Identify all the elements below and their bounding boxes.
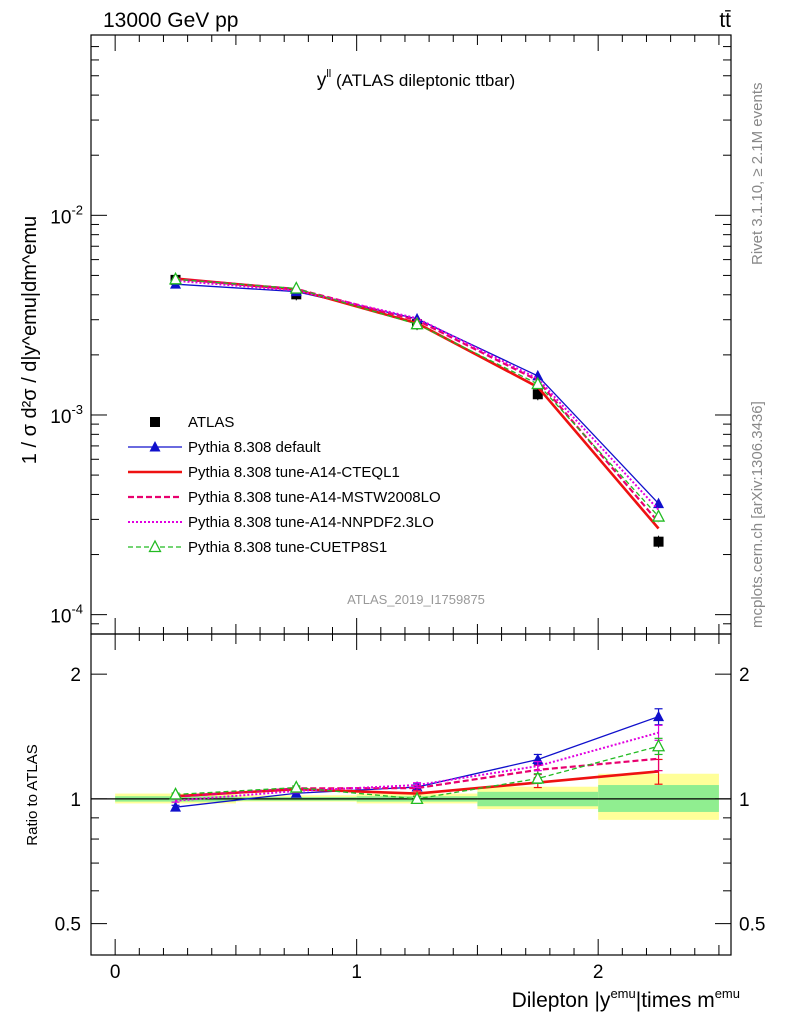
ratio-panel: 2 2 1 1 0.5 0.5 0 1 2 <box>55 633 765 983</box>
ratio-series-point <box>168 787 183 800</box>
rivet-version-note: Rivet 3.1.10, ≥ 2.1M events <box>749 83 766 266</box>
ratio-y-tick-label: 0.5 <box>55 915 81 936</box>
ratio-series-point <box>410 791 424 805</box>
legend-label: Pythia 8.308 tune-A14-NNPDF2.3LO <box>188 514 434 531</box>
legend: ATLAS Pythia 8.308 default Pythia 8.308 tu… <box>128 414 441 556</box>
x-tick-label: 2 <box>593 962 604 983</box>
xlabel-part-2: |times m <box>636 989 715 1012</box>
ratio-y-tick-label: 2 <box>70 665 81 686</box>
ratio-series-point <box>170 801 182 812</box>
mcplots-site-note: mcplots.cern.ch [arXiv:1306.3436] <box>749 401 766 628</box>
legend-marker <box>149 441 161 452</box>
tick-exponent: -4 <box>71 602 83 617</box>
ratio-series-point <box>531 771 545 784</box>
tick-base: 10 <box>50 407 71 428</box>
xlabel-sup-1: emu <box>610 986 635 1001</box>
xlabel-part-1: Dilepton |y <box>512 989 611 1012</box>
main-y-tick-label: 10-2 <box>50 202 83 228</box>
title-sup: ll <box>326 68 331 80</box>
tick-exponent: -3 <box>71 402 83 417</box>
xlabel-sup-2: emu <box>715 986 740 1001</box>
legend-marker <box>150 417 160 427</box>
x-tick-label: 1 <box>351 962 362 983</box>
series-point <box>651 509 666 522</box>
main-y-axis-label: 1 / σ d²σ / d|y^emu|dm^emu <box>19 216 41 464</box>
series-point <box>289 281 303 294</box>
annotations: 13000 GeV pp tt̄ Rivet 3.1.10, ≥ 2.1M ev… <box>19 9 766 1012</box>
ratio-y-axis-label: Ratio to ATLAS <box>24 744 41 845</box>
ratio-series-line <box>175 731 659 802</box>
main-y-tick-label: 10-4 <box>50 602 83 628</box>
ratio-y-tick-label-right: 1 <box>739 790 750 811</box>
plot-title: yll (ATLAS dileptonic ttbar) <box>317 68 515 91</box>
process-label: 13000 GeV pp <box>103 9 238 32</box>
tick-base: 10 <box>50 607 71 628</box>
tick-exponent: -2 <box>71 202 83 217</box>
title-rest: (ATLAS dileptonic ttbar) <box>331 71 515 90</box>
legend-label: Pythia 8.308 tune-A14-CTEQL1 <box>188 464 400 481</box>
final-state-label: tt̄ <box>719 9 731 32</box>
series-point <box>531 376 545 390</box>
ratio-frame <box>90 633 732 956</box>
legend-label: Pythia 8.308 default <box>188 439 321 456</box>
series-line <box>175 278 660 517</box>
series-point <box>653 536 664 547</box>
analysis-id: ATLAS_2019_I1759875 <box>347 592 485 607</box>
x-tick-label: 0 <box>110 962 121 983</box>
series-point <box>532 389 543 400</box>
legend-label: Pythia 8.308 tune-CUETP8S1 <box>188 539 387 556</box>
main-frame <box>90 34 732 635</box>
tick-base: 10 <box>50 207 71 228</box>
legend-label: ATLAS <box>188 414 234 431</box>
ratio-y-tick-label-right: 0.5 <box>739 915 765 936</box>
ratio-y-tick-label: 1 <box>70 790 81 811</box>
x-axis-label: Dilepton |yemu|times memu <box>512 986 740 1012</box>
series-point <box>410 316 424 330</box>
main-y-tick-label: 10-3 <box>50 402 83 428</box>
series-point <box>168 271 183 285</box>
legend-label: Pythia 8.308 tune-A14-MSTW2008LO <box>188 489 441 506</box>
ratio-series-point <box>651 738 666 752</box>
legend-marker <box>148 539 162 553</box>
title-main: y <box>317 70 327 91</box>
ratio-series-point <box>653 710 665 722</box>
main-panel: 10-210-310-4 <box>50 34 732 635</box>
ratio-series-point <box>289 780 303 793</box>
ratio-y-tick-label-right: 2 <box>739 665 750 686</box>
